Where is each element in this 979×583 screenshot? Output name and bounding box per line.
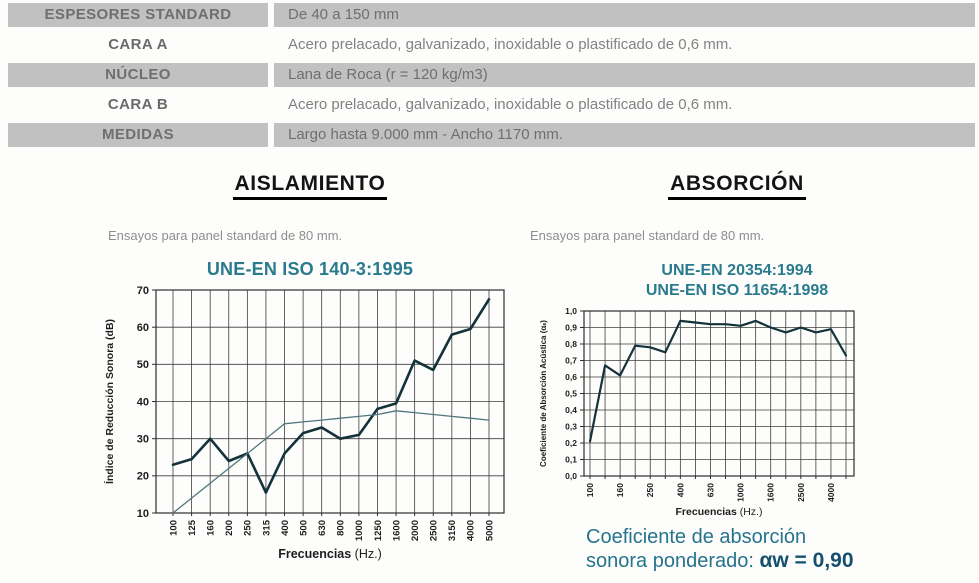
svg-text:100: 100 — [168, 520, 179, 536]
svg-text:2000: 2000 — [410, 520, 421, 541]
table-row-label: NÚCLEO — [8, 63, 268, 87]
svg-text:20: 20 — [137, 471, 149, 483]
aislamiento-chart: 10 20 30 40 50 60 70 100 125 160 200 250 315 400 500 63… — [103, 285, 505, 561]
svg-text:630: 630 — [705, 483, 715, 497]
svg-text:125: 125 — [187, 519, 198, 536]
svg-text:Frecuencias (Hz.): Frecuencias (Hz.) — [278, 547, 382, 561]
svg-text:2500: 2500 — [796, 483, 806, 502]
note-line-1: Coeficiente de absorción — [586, 526, 807, 548]
table-row-value: Acero prelacado, galvanizado, inoxidable… — [288, 96, 733, 113]
svg-text:160: 160 — [206, 520, 217, 536]
svg-text:3150: 3150 — [447, 520, 458, 541]
absorcion-chart: 0,0 0,1 0,2 0,3 0,4 0,5 0,6 0,7 0,8 0,9 1,0 100 160 2… — [539, 306, 855, 518]
svg-text:0,2: 0,2 — [565, 438, 577, 448]
svg-text:0,0: 0,0 — [565, 471, 577, 481]
table-row-label: CARA B — [107, 96, 169, 113]
table-row: CARA B Acero prelacado, galvanizado, ino… — [8, 93, 975, 117]
absorcion-heading: ABSORCIÓN — [668, 172, 806, 200]
svg-text:50: 50 — [137, 359, 149, 371]
weighted-absorption-note: Coeficiente de absorción sonora ponderad… — [586, 526, 952, 573]
table-row-label: ESPESORES STANDARD — [8, 3, 268, 27]
aislamiento-standard-title: UNE-EN ISO 140-3:1995 — [206, 259, 414, 279]
table-row-value: Lana de Roca (r = 120 kg/m3) — [274, 63, 975, 87]
absorcion-standard-title-1: UNE-EN 20354:1994 — [661, 262, 813, 279]
svg-text:0,8: 0,8 — [565, 339, 577, 349]
svg-text:0,4: 0,4 — [565, 405, 577, 415]
note-line-2: sonora ponderado: αw = 0,90 — [586, 549, 952, 573]
table-row: CARA A Acero prelacado, galvanizado, ino… — [8, 33, 975, 57]
svg-text:0,5: 0,5 — [565, 388, 577, 398]
svg-text:30: 30 — [137, 434, 149, 446]
spec-table: ESPESORES STANDARD De 40 a 150 mm CARA A… — [8, 3, 975, 153]
svg-text:800: 800 — [336, 520, 347, 536]
svg-text:160: 160 — [615, 483, 625, 497]
svg-text:4000: 4000 — [466, 520, 477, 541]
svg-text:40: 40 — [137, 396, 149, 408]
table-row-value: Acero prelacado, galvanizado, inoxidable… — [288, 36, 733, 53]
svg-text:70: 70 — [137, 285, 149, 297]
svg-text:1600: 1600 — [391, 520, 402, 541]
svg-text:Coeficiente de Absorción Acúst: Coeficiente de Absorción Acústica (αₛ) — [539, 320, 548, 467]
table-row: MEDIDAS Largo hasta 9.000 mm - Ancho 117… — [8, 123, 975, 147]
svg-text:5000: 5000 — [484, 520, 495, 541]
table-row-label: CARA A — [108, 36, 168, 53]
table-row: NÚCLEO Lana de Roca (r = 120 kg/m3) — [8, 63, 975, 87]
svg-text:0,7: 0,7 — [565, 355, 577, 365]
aislamiento-subtitle: Ensayos para panel standard de 80 mm. — [108, 228, 343, 243]
svg-text:Frecuencias (Hz.): Frecuencias (Hz.) — [676, 506, 763, 518]
svg-text:250: 250 — [243, 520, 254, 536]
svg-text:0,9: 0,9 — [565, 322, 577, 332]
svg-text:1000: 1000 — [354, 520, 365, 541]
svg-text:60: 60 — [137, 322, 149, 334]
svg-text:1,0: 1,0 — [565, 306, 577, 316]
svg-text:2500: 2500 — [429, 520, 440, 541]
svg-text:200: 200 — [224, 520, 235, 536]
absorcion-standard-title-2: UNE-EN ISO 11654:1998 — [645, 282, 829, 299]
aislamiento-section: AISLAMIENTO Ensayos para panel standard … — [100, 172, 520, 564]
svg-text:10: 10 — [137, 508, 149, 520]
table-row-value: De 40 a 150 mm — [274, 3, 975, 27]
table-row: ESPESORES STANDARD De 40 a 150 mm — [8, 3, 975, 27]
svg-text:100: 100 — [585, 483, 595, 497]
svg-text:400: 400 — [675, 483, 685, 497]
svg-text:4000: 4000 — [826, 483, 836, 502]
svg-text:1250: 1250 — [373, 520, 384, 541]
svg-text:250: 250 — [645, 483, 655, 497]
svg-text:1000: 1000 — [736, 483, 746, 502]
absorcion-subtitle: Ensayos para panel standard de 80 mm. — [530, 228, 765, 243]
svg-text:1600: 1600 — [766, 483, 776, 502]
svg-text:500: 500 — [298, 520, 309, 536]
svg-text:315: 315 — [261, 519, 272, 536]
svg-text:0,3: 0,3 — [565, 421, 577, 431]
table-row-value: Largo hasta 9.000 mm - Ancho 1170 mm. — [274, 123, 975, 147]
alpha-w-value: αw = 0,90 — [759, 549, 854, 572]
svg-text:Índice de Reducción Sonora (dB: Índice de Reducción Sonora (dB) — [103, 319, 116, 484]
absorcion-standard-titles: UNE-EN 20354:1994 UNE-EN ISO 11654:1998 — [522, 261, 952, 301]
note-line-2-prefix: sonora ponderado: — [586, 550, 760, 572]
aislamiento-heading: AISLAMIENTO — [232, 172, 388, 200]
svg-text:630: 630 — [317, 520, 328, 536]
svg-text:0,6: 0,6 — [565, 372, 577, 382]
svg-text:400: 400 — [280, 520, 291, 536]
svg-text:0,1: 0,1 — [565, 454, 577, 464]
table-row-label: MEDIDAS — [8, 123, 268, 147]
absorcion-section: ABSORCIÓN Ensayos para panel standard de… — [522, 172, 952, 573]
